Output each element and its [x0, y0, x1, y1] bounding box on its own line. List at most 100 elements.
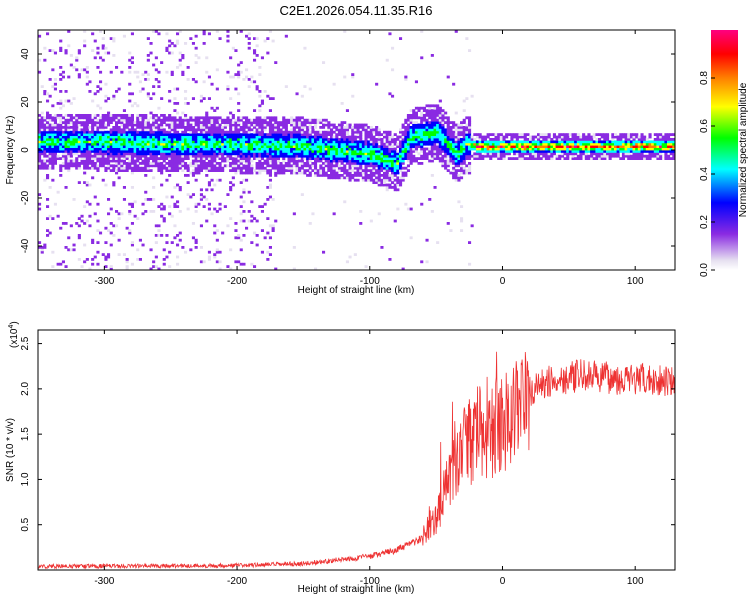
spectrogram-cell: [529, 135, 533, 139]
spectrogram-cell: [260, 154, 264, 158]
spectrogram-cell: [322, 145, 326, 148]
spectrogram-cell: [465, 135, 469, 139]
spectrogram-cell: [197, 142, 201, 146]
spectrogram-cell: [322, 152, 326, 156]
spectrogram-cell: [46, 154, 50, 158]
spectrogram-cell: [146, 142, 150, 146]
spectrogram-cell: [401, 133, 405, 136]
spectrogram-cell: [157, 70, 161, 74]
spectrogram-cell: [364, 265, 368, 268]
spectrogram-cell: [566, 135, 570, 139]
spectrogram-cell: [640, 147, 644, 151]
spectrogram-cell: [104, 135, 108, 139]
spectrogram-cell: [205, 123, 209, 127]
spectrogram-cell: [130, 92, 134, 96]
spectrogram-cell: [210, 140, 214, 144]
spectrogram-cell: [534, 140, 538, 144]
spectrogram-cell: [295, 157, 299, 160]
spectrogram-cell: [566, 157, 570, 160]
spectrogram-cell: [176, 147, 180, 151]
spectrogram-cell: [181, 157, 185, 160]
spectrogram-cell: [292, 138, 296, 141]
spectrogram-cell: [430, 138, 434, 141]
spectrogram-cell: [210, 212, 214, 216]
spectrogram-cell: [282, 116, 286, 120]
spectrogram-cell: [637, 142, 641, 146]
spectrogram-cell: [67, 123, 71, 127]
spectrogram-cell: [274, 267, 278, 270]
spectrogram-cell: [125, 142, 129, 146]
spectrogram-cell: [260, 166, 264, 170]
spectrogram-cell: [534, 152, 538, 156]
spectrogram-cell: [417, 133, 421, 136]
spectrogram-cell: [237, 159, 241, 163]
spectrogram-cell: [330, 174, 334, 177]
spectrogram-cell: [436, 241, 440, 244]
spectrogram-cell: [72, 162, 76, 165]
spectrogram-cell: [83, 145, 87, 148]
spectrogram-cell: [513, 147, 517, 151]
spectrogram-cell: [369, 154, 373, 158]
spectrogram-cell: [587, 147, 591, 151]
spectrogram-cell: [231, 176, 235, 180]
spectrogram-cell: [544, 152, 548, 156]
spectrogram-cell: [282, 130, 286, 134]
spectrogram-cell: [186, 145, 190, 148]
spectrogram-cell: [67, 130, 71, 134]
spectrogram-cell: [85, 140, 89, 144]
spectrogram-cell: [282, 152, 286, 156]
spectrogram-cell: [48, 140, 52, 144]
spectrogram-cell: [128, 130, 132, 134]
spectrogram-cell: [497, 152, 501, 156]
spectrogram-cell: [51, 178, 55, 182]
spectrogram-cell: [38, 145, 42, 148]
spectrogram-cell: [327, 174, 331, 177]
spectrogram-cell: [279, 121, 283, 124]
spectrogram-cell: [399, 142, 403, 146]
spectrogram-cell: [276, 157, 280, 160]
spectrogram-cell: [433, 106, 437, 110]
spectrogram-cell: [417, 128, 421, 132]
spectrogram-cell: [614, 135, 618, 139]
spectrogram-cell: [189, 133, 193, 136]
spectrogram-cell: [417, 145, 421, 148]
spectrogram-cell: [428, 150, 432, 153]
spectrogram-cell: [199, 140, 203, 144]
spectrogram-cell: [154, 152, 158, 156]
spectrogram-cell: [83, 130, 87, 134]
spectrogram-cell: [67, 154, 71, 158]
spectrogram-cell: [664, 157, 668, 160]
spectrogram-cell: [199, 121, 203, 124]
spectrogram-cell: [353, 164, 357, 168]
spectrogram-cell: [117, 150, 121, 153]
spectrogram-cell: [446, 164, 450, 168]
spectrogram-cell: [258, 205, 262, 208]
spectrogram-cell: [268, 224, 272, 228]
spectrogram-cell: [226, 123, 230, 127]
spectrogram-cell: [452, 150, 456, 153]
spectrogram-cell: [109, 130, 113, 134]
spectrogram-cell: [388, 169, 392, 172]
spectrogram-cell: [237, 102, 241, 105]
spectrogram-cell: [290, 135, 294, 139]
spectrogram-cell: [388, 133, 392, 136]
spectrogram-cell: [138, 145, 142, 148]
spectrogram-cell: [292, 126, 296, 129]
spectrogram-cell: [130, 138, 134, 141]
spectrogram-cell: [391, 68, 395, 72]
spectrogram-cell: [563, 150, 567, 153]
spectrogram-cell: [292, 128, 296, 132]
spectrogram-cell: [452, 135, 456, 139]
spectrogram-cell: [364, 164, 368, 168]
spectrogram-cell: [356, 171, 360, 175]
spectrogram-cell: [207, 32, 211, 36]
spectrogram-cell: [91, 238, 95, 242]
spectrogram-cell: [497, 135, 501, 139]
spectrogram-cell: [154, 154, 158, 158]
spectrogram-cell: [600, 140, 604, 144]
spectrogram-cell: [438, 118, 442, 122]
spectrogram-cell: [152, 133, 156, 136]
spectrogram-cell: [125, 140, 129, 144]
spectrogram-cell: [96, 250, 100, 254]
spectrogram-cell: [619, 133, 623, 136]
